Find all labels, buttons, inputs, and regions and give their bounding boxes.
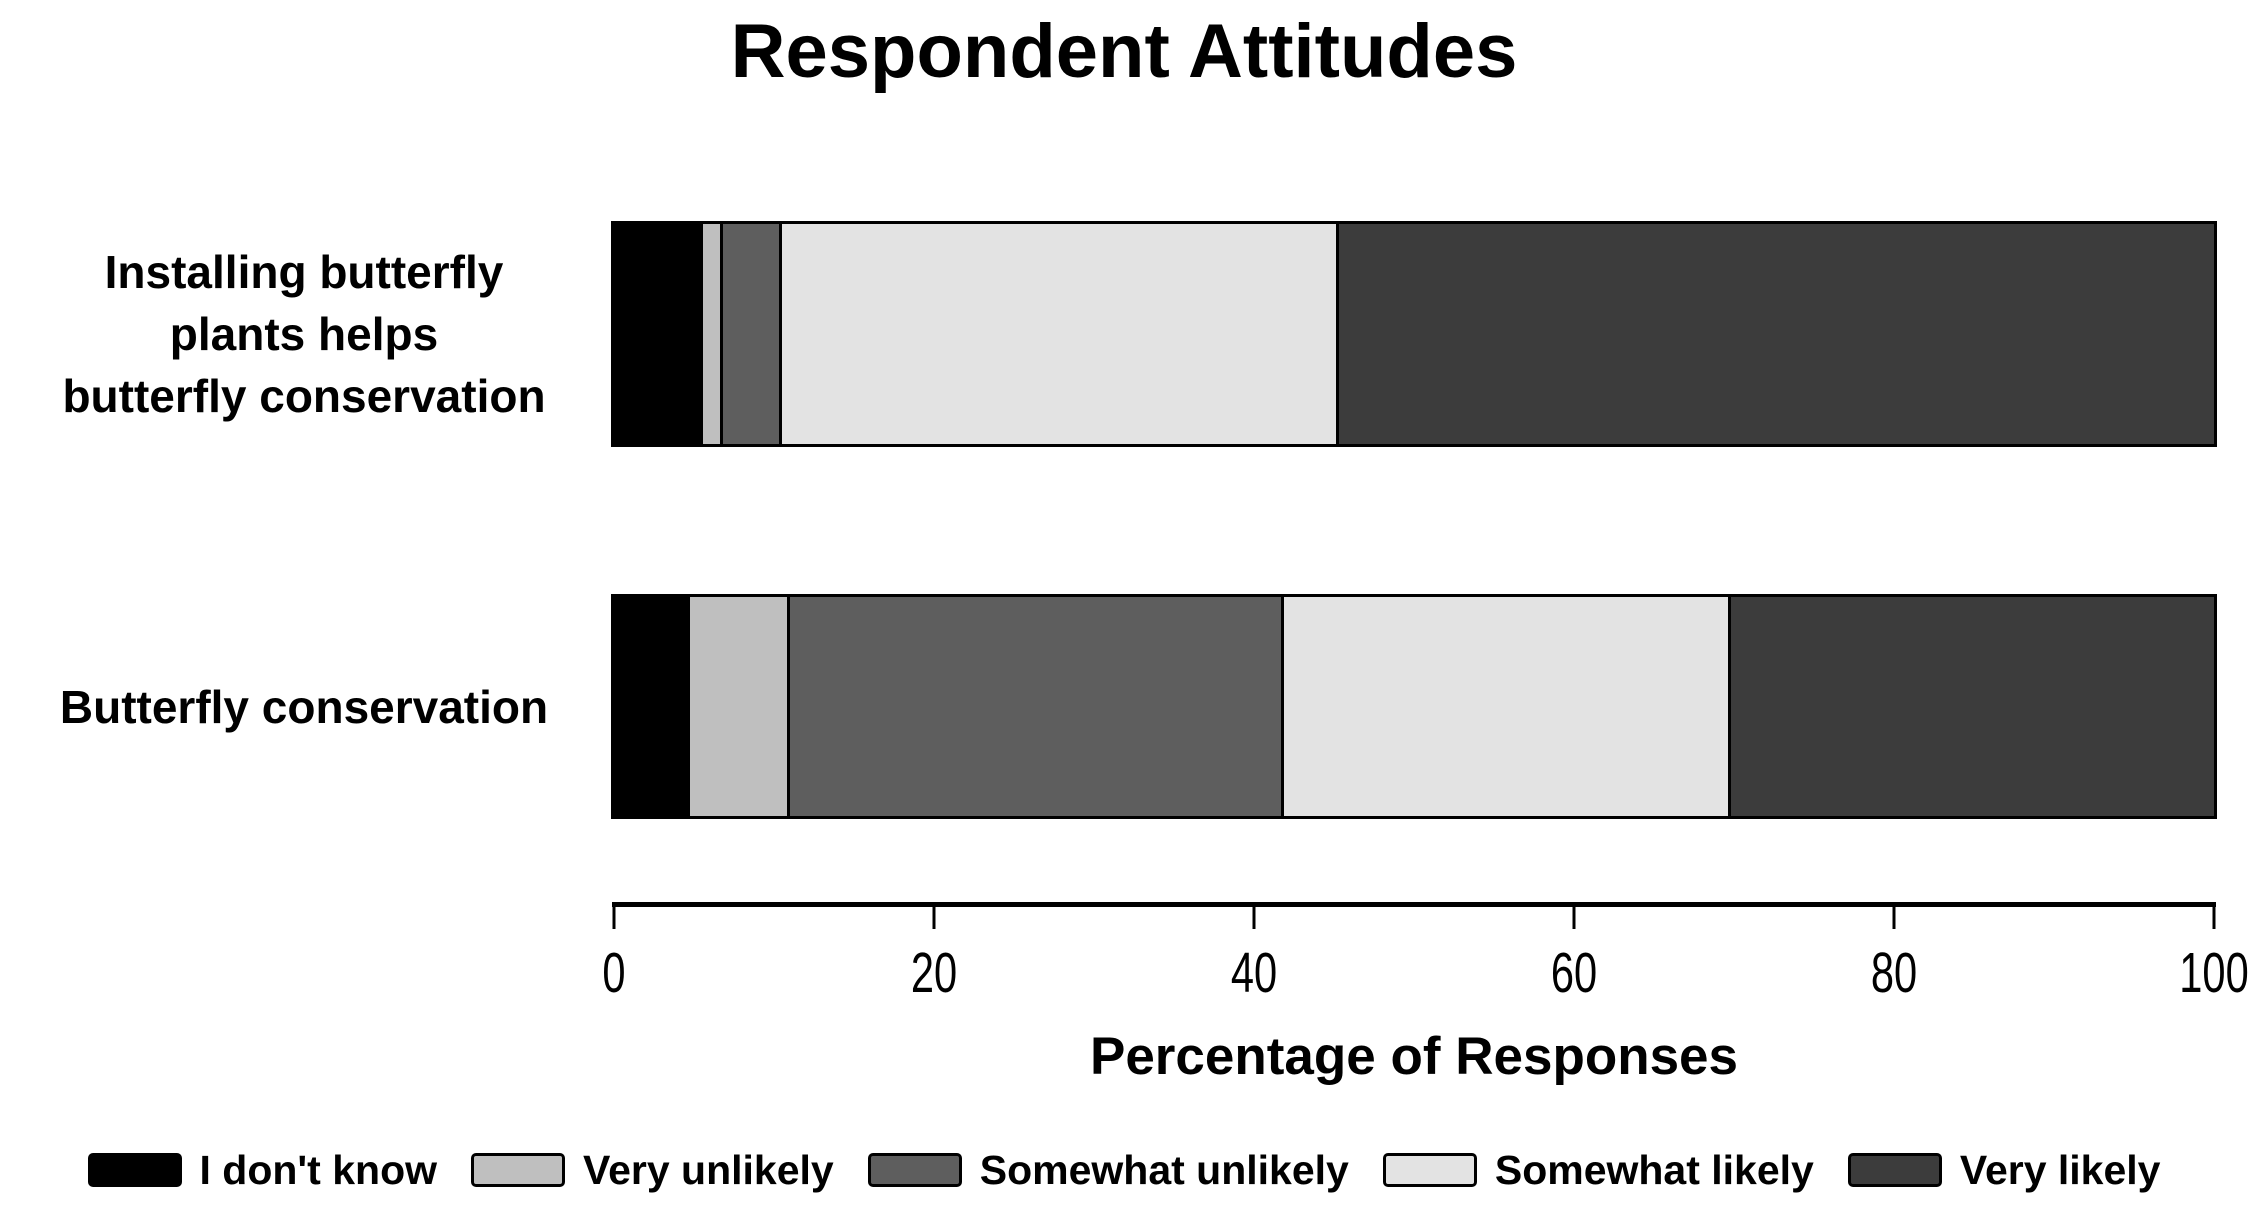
bar-segment-i-don-t-know xyxy=(614,597,688,816)
legend-label: Very unlikely xyxy=(583,1146,834,1193)
category-label-line: Installing butterfly xyxy=(104,246,504,298)
bar-segment-very-likely xyxy=(1728,597,2214,816)
bar-segment-somewhat-unlikely xyxy=(720,224,779,444)
x-axis-line xyxy=(612,902,2216,907)
x-axis-tick xyxy=(2212,902,2216,929)
bar-segment-i-don-t-know xyxy=(614,224,700,444)
legend-swatch xyxy=(87,1153,182,1187)
legend-swatch xyxy=(867,1153,962,1187)
x-axis-tick-label: 40 xyxy=(1230,941,1278,1005)
legend-item-i-don-t-know: I don't know xyxy=(87,1146,438,1194)
x-axis-tick xyxy=(612,902,616,929)
category-label-line: Butterfly conservation xyxy=(59,680,549,733)
legend-label: Somewhat likely xyxy=(1494,1146,1814,1193)
x-axis-tick xyxy=(1572,902,1576,929)
bar-segment-somewhat-likely xyxy=(778,224,1337,444)
bar-segment-very-unlikely xyxy=(687,597,787,816)
legend-label: Very likely xyxy=(1959,1146,2161,1193)
legend-label: Somewhat unlikely xyxy=(979,1146,1349,1193)
category-label-installing-plants: Installing butterfly plants helps butterfl… xyxy=(8,221,600,447)
legend-item-somewhat-likely: Somewhat likely xyxy=(1382,1146,1814,1194)
stacked-bar-installing-plants xyxy=(611,221,2217,447)
x-axis-tick-label: 100 xyxy=(2179,941,2248,1005)
chart-title: Respondent Attitudes xyxy=(730,9,1518,94)
legend-swatch xyxy=(471,1153,566,1187)
x-axis-tick xyxy=(932,902,936,929)
x-axis-tick-label: 80 xyxy=(1870,941,1918,1005)
x-axis-tick-label: 60 xyxy=(1550,941,1598,1005)
legend-item-very-unlikely: Very unlikely xyxy=(471,1147,834,1194)
legend-swatch xyxy=(1382,1153,1477,1187)
bar-segment-very-likely xyxy=(1336,224,2214,444)
legend-item-very-likely: Very likely xyxy=(1847,1146,2161,1194)
bar-segment-somewhat-likely xyxy=(1280,597,1729,816)
legend-item-somewhat-unlikely: Somewhat unlikely xyxy=(867,1146,1349,1194)
stacked-bar-butterfly-conservation xyxy=(611,594,2217,819)
x-axis-tick-label: 0 xyxy=(602,941,626,1005)
bar-segment-very-unlikely xyxy=(699,224,721,444)
legend: I don't know Very unlikely Somewhat unlike… xyxy=(0,1138,2248,1202)
bar-segment-somewhat-unlikely xyxy=(786,597,1281,816)
legend-label: I don't know xyxy=(199,1146,438,1193)
category-label-butterfly-conservation: Butterfly conservation xyxy=(8,594,600,819)
x-axis-tick xyxy=(1892,902,1896,929)
x-axis-title: Percentage of Responses xyxy=(1089,1027,1738,1086)
x-axis-tick-label: 20 xyxy=(910,941,958,1005)
category-label-line: butterfly conservation xyxy=(62,370,546,422)
category-label-line: plants helps xyxy=(169,308,439,360)
x-axis-tick xyxy=(1252,902,1256,929)
legend-swatch xyxy=(1847,1153,1942,1187)
